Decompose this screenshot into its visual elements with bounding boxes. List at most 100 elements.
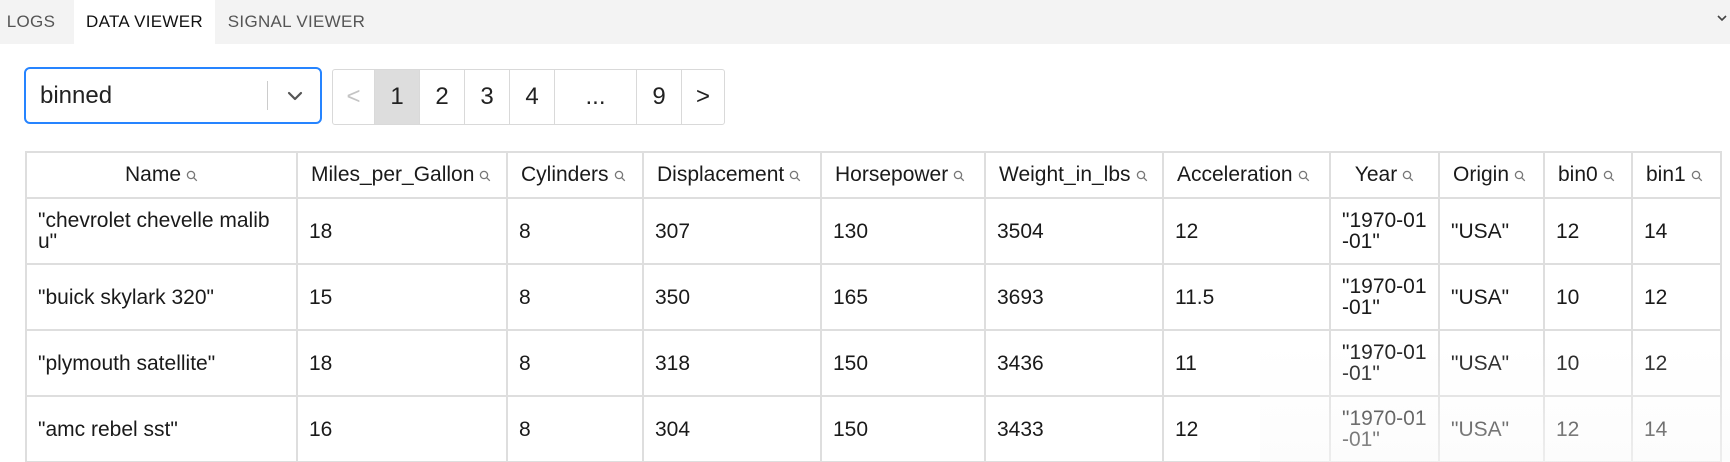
data-table: Name Miles_per_Gallon Cylinders Displace… — [25, 151, 1730, 462]
table-cell: "USA" — [1438, 263, 1545, 331]
page-ellipsis[interactable]: ... — [555, 70, 637, 124]
column-header-cylinders[interactable]: Cylinders — [506, 151, 644, 199]
column-header-mpg[interactable]: Miles_per_Gallon — [296, 151, 508, 199]
table-cell: 3436 — [984, 329, 1164, 397]
table-cell: 3504 — [984, 197, 1164, 265]
table-cell: 14 — [1631, 197, 1722, 265]
table-cell: 8 — [506, 197, 644, 265]
column-header-label: bin0 — [1558, 163, 1598, 186]
table-cell: 307 — [642, 197, 822, 265]
table-cell: 350 — [642, 263, 822, 331]
column-header-label: Origin — [1453, 163, 1510, 186]
table-cell: "buick skylark 320" — [25, 263, 298, 331]
column-header-displacement[interactable]: Displacement — [642, 151, 822, 199]
page-button-9[interactable]: 9 — [637, 70, 682, 124]
tab-logs[interactable]: LOGS — [6, 12, 56, 31]
table-cell: 12 — [1162, 395, 1331, 462]
column-header-label: bin1 — [1646, 163, 1686, 186]
table-cell: 11 — [1162, 329, 1331, 397]
search-icon[interactable] — [1514, 170, 1526, 182]
table-cell: 10 — [1543, 263, 1633, 331]
table-cell: "amc rebel sst" — [25, 395, 298, 462]
table-cell: 18 — [296, 197, 508, 265]
table-cell: 130 — [820, 197, 986, 265]
column-header-bin1[interactable]: bin1 — [1631, 151, 1722, 199]
search-icon[interactable] — [953, 170, 965, 182]
tab-data-viewer[interactable]: DATA VIEWER — [74, 0, 215, 44]
column-header-label: Weight_in_lbs — [999, 163, 1131, 186]
page-button-4[interactable]: 4 — [510, 70, 555, 124]
search-icon[interactable] — [1402, 170, 1414, 182]
dataset-select[interactable]: binned — [24, 67, 322, 124]
table-cell: "USA" — [1438, 197, 1545, 265]
table-row: "plymouth satellite" 18 8 318 150 3436 1… — [25, 329, 1722, 397]
table-cell: 12 — [1631, 263, 1722, 331]
search-icon[interactable] — [1603, 170, 1615, 182]
column-header-label: Year — [1354, 163, 1398, 186]
page-button-1[interactable]: 1 — [375, 70, 420, 124]
table-cell: 3433 — [984, 395, 1164, 462]
table-cell: 12 — [1162, 197, 1331, 265]
next-page-button[interactable]: > — [695, 83, 710, 110]
column-header-weight[interactable]: Weight_in_lbs — [984, 151, 1164, 199]
column-header-label: Acceleration — [1177, 163, 1293, 186]
tab-signal-viewer[interactable]: SIGNAL VIEWER — [227, 12, 366, 31]
table-cell: "USA" — [1438, 329, 1545, 397]
table-cell: "1970-01-01" — [1329, 197, 1440, 265]
page-button-3[interactable]: 3 — [465, 70, 510, 124]
table-cell: 15 — [296, 263, 508, 331]
table-cell: "1970-01-01" — [1329, 395, 1440, 462]
column-header-name[interactable]: Name — [25, 151, 298, 199]
column-header-horsepower[interactable]: Horsepower — [820, 151, 986, 199]
search-icon[interactable] — [186, 170, 198, 182]
search-icon[interactable] — [614, 170, 626, 182]
table-cell: 10 — [1543, 329, 1633, 397]
prev-page-button[interactable]: < — [333, 70, 375, 124]
table-cell: 3693 — [984, 263, 1164, 331]
search-icon[interactable] — [1298, 170, 1310, 182]
table-cell: 8 — [506, 329, 644, 397]
search-icon[interactable] — [1136, 170, 1148, 182]
table-cell: "chevrolet chevelle malibu" — [25, 197, 298, 265]
column-header-label: Name — [124, 163, 182, 186]
table-cell: 11.5 — [1162, 263, 1331, 331]
column-header-acceleration[interactable]: Acceleration — [1162, 151, 1331, 199]
column-header-year[interactable]: Year — [1329, 151, 1440, 199]
table-cell: 12 — [1543, 395, 1633, 462]
column-header-label: Horsepower — [835, 163, 949, 186]
select-separator — [267, 81, 268, 110]
table-cell: 8 — [506, 263, 644, 331]
column-header-bin0[interactable]: bin0 — [1543, 151, 1633, 199]
column-header-origin[interactable]: Origin — [1438, 151, 1545, 199]
table-row: "amc rebel sst" 16 8 304 150 3433 12 "19… — [25, 395, 1722, 462]
table-cell: "1970-01-01" — [1329, 263, 1440, 331]
table-header-row: Name Miles_per_Gallon Cylinders Displace… — [25, 151, 1722, 199]
column-header-label: Displacement — [657, 163, 785, 186]
chevron-down-icon[interactable] — [1716, 12, 1728, 24]
table-cell: 8 — [506, 395, 644, 462]
table-cell: 318 — [642, 329, 822, 397]
table-cell: 16 — [296, 395, 508, 462]
column-header-label: Cylinders — [521, 163, 609, 186]
table-cell: 150 — [820, 395, 986, 462]
table-cell: "USA" — [1438, 395, 1545, 462]
chevron-down-icon[interactable] — [285, 86, 305, 106]
table-cell: "plymouth satellite" — [25, 329, 298, 397]
tab-bar: LOGS DATA VIEWER SIGNAL VIEWER — [0, 0, 1730, 44]
table-cell: 304 — [642, 395, 822, 462]
table-cell: 150 — [820, 329, 986, 397]
table-cell: 165 — [820, 263, 986, 331]
search-icon[interactable] — [789, 170, 801, 182]
search-icon[interactable] — [479, 170, 491, 182]
pagination: < 1 2 3 4 ... 9 > — [332, 69, 725, 125]
page-button-2[interactable]: 2 — [420, 70, 465, 124]
column-header-label: Miles_per_Gallon — [311, 163, 475, 186]
table-row: "chevrolet chevelle malibu" 18 8 307 130… — [25, 197, 1722, 265]
dataset-select-value: binned — [40, 82, 113, 109]
table-cell: 18 — [296, 329, 508, 397]
table-row: "buick skylark 320" 15 8 350 165 3693 11… — [25, 263, 1722, 331]
table-cell: "1970-01-01" — [1329, 329, 1440, 397]
table-cell: 12 — [1543, 197, 1633, 265]
table-cell: 14 — [1631, 395, 1722, 462]
search-icon[interactable] — [1691, 170, 1703, 182]
